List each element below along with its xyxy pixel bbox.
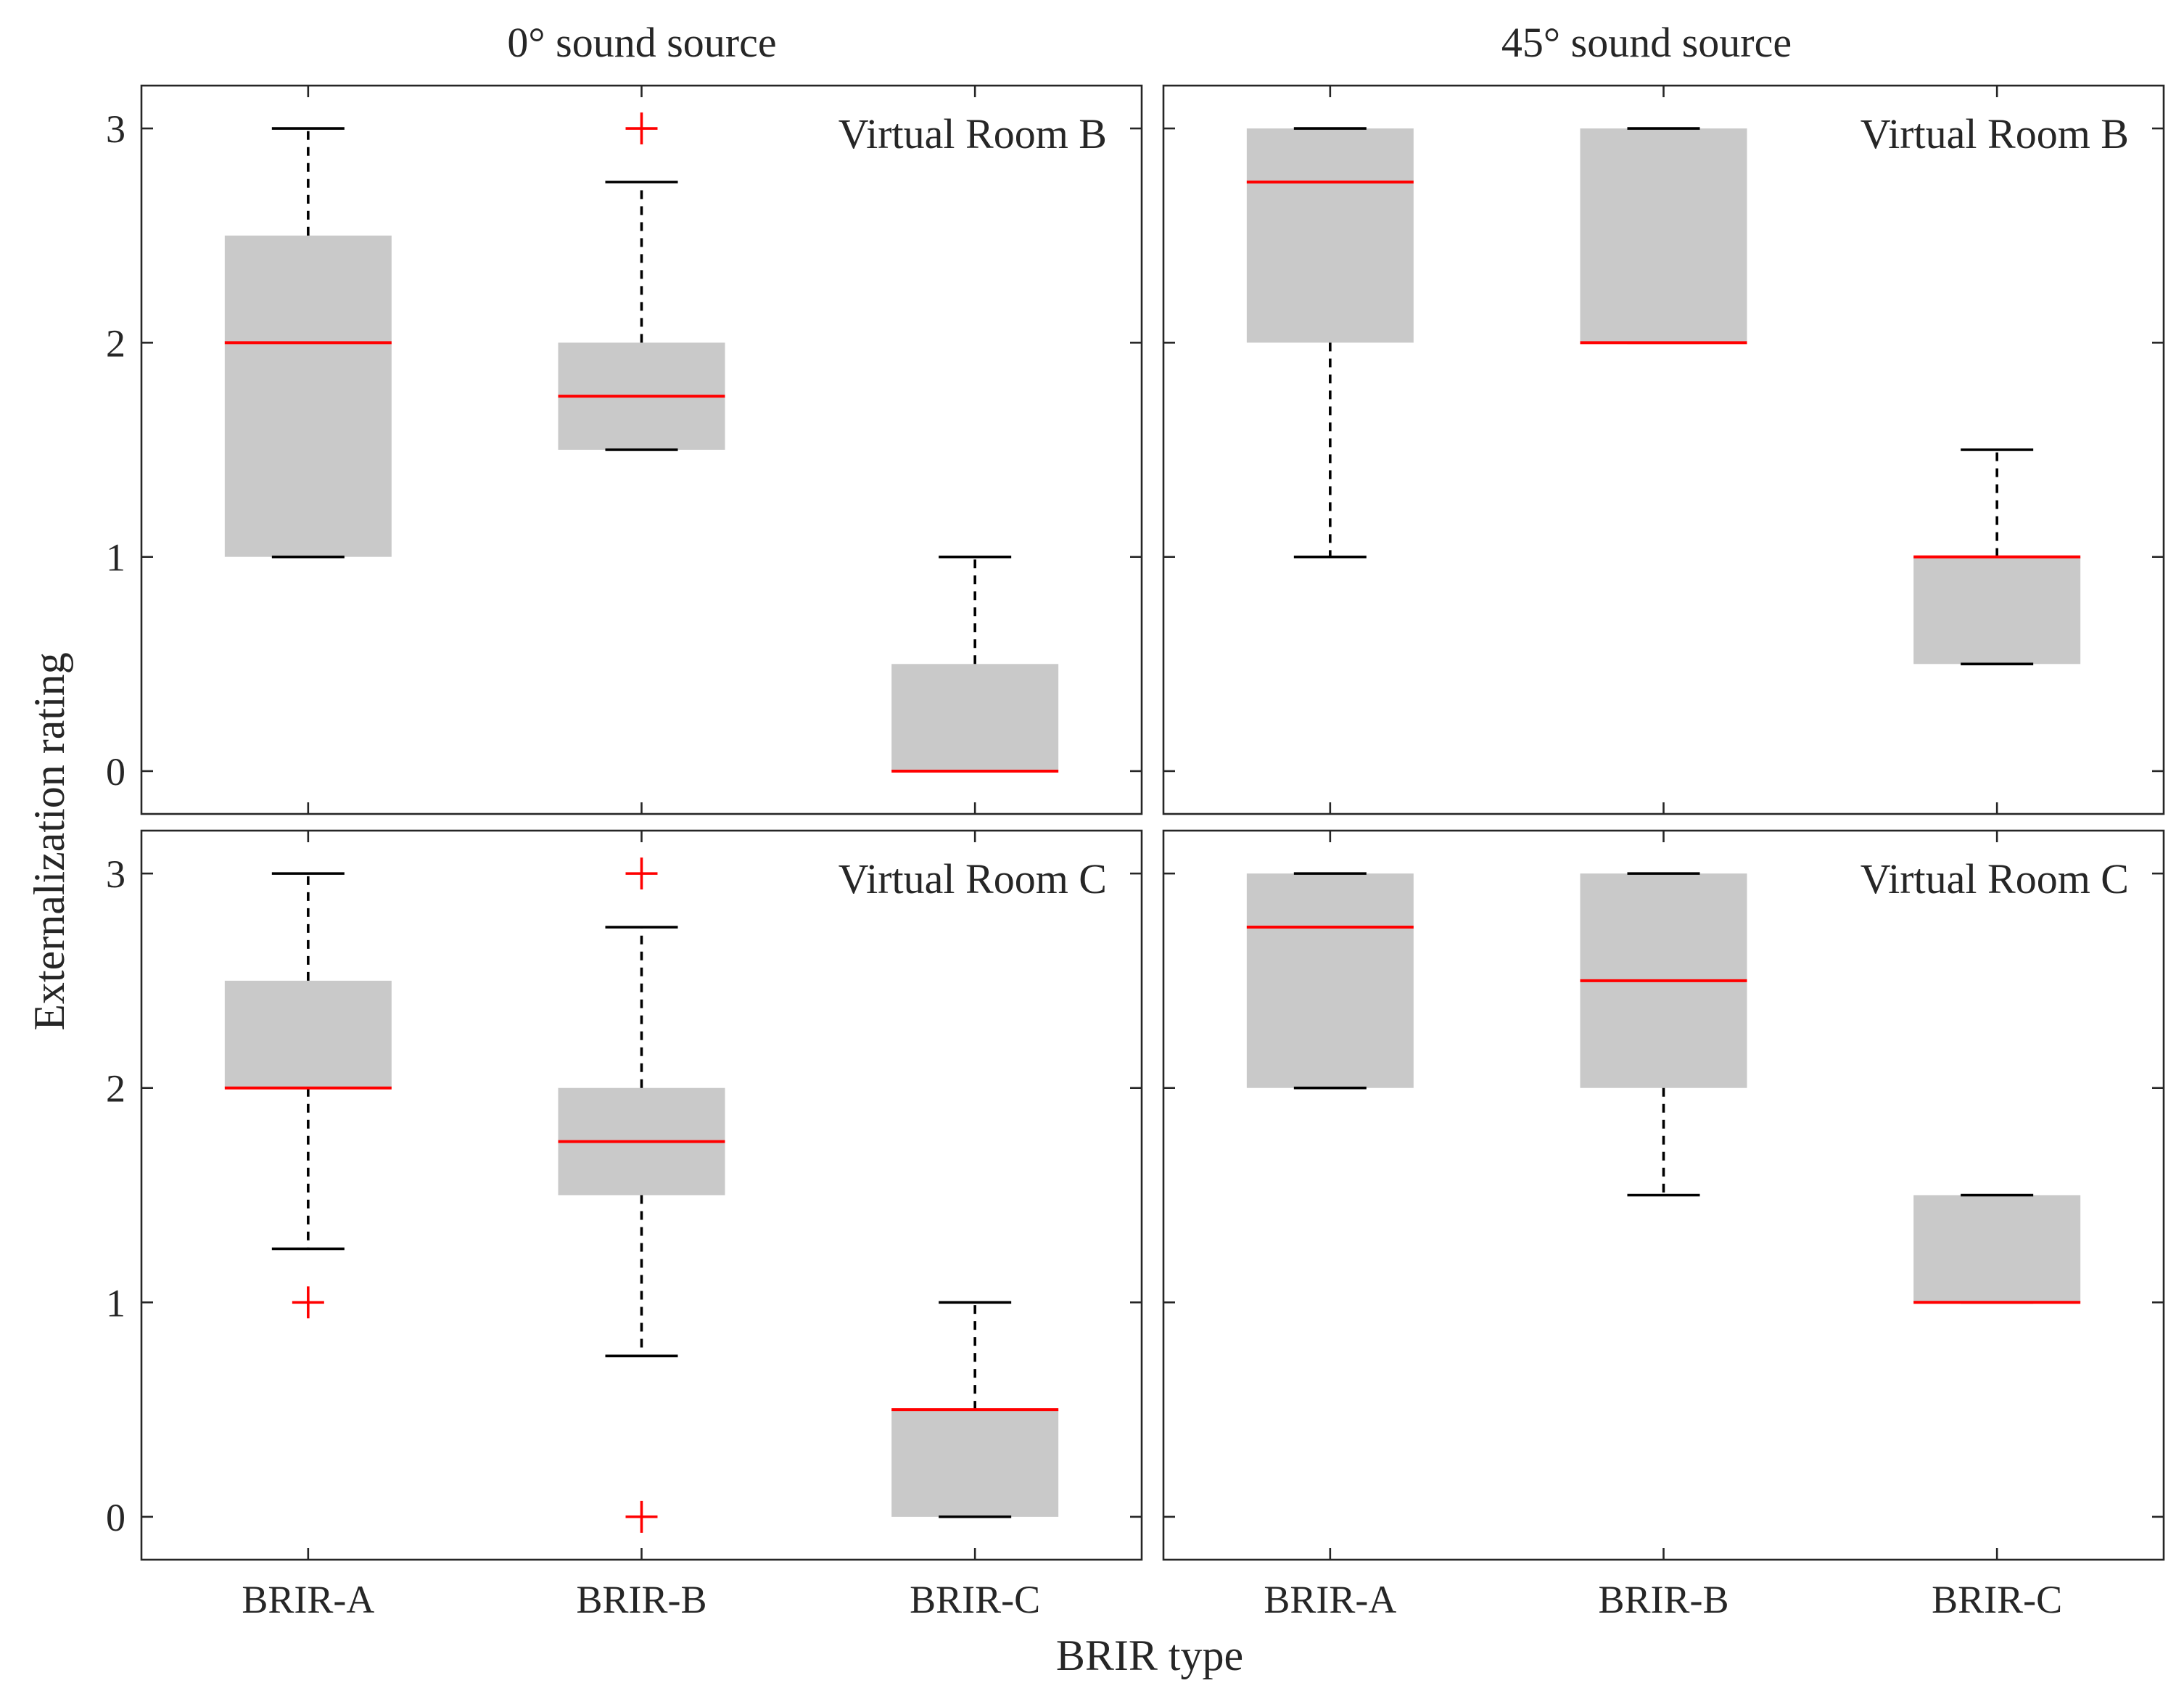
box-body xyxy=(891,664,1059,771)
box-body xyxy=(1580,128,1747,343)
box-body xyxy=(891,1410,1059,1517)
outlier-marker xyxy=(625,112,658,145)
room-label: Virtual Room B xyxy=(1860,110,2129,157)
box-brir-a xyxy=(224,127,392,559)
box-brir-c xyxy=(891,555,1059,773)
box-brir-c xyxy=(1913,1193,2081,1304)
y-axis-label: Externalization rating xyxy=(25,652,73,1030)
box-body xyxy=(1913,1195,2081,1303)
room-label: Virtual Room C xyxy=(1860,855,2129,902)
column-title-45deg: 45° sound source xyxy=(1501,19,1792,66)
room-label: Virtual Room B xyxy=(838,110,1107,157)
panel-room-b-0deg: 0 1 2 3 Virtual Room B xyxy=(106,84,1143,815)
box-brir-b xyxy=(1580,127,1747,345)
panel-room-c-45deg: BRIR-A BRIR-B BRIR-C Virtual Room C xyxy=(1162,829,2165,1621)
x-tick-label: BRIR-B xyxy=(576,1578,706,1621)
x-tick-label: BRIR-C xyxy=(910,1578,1040,1621)
x-tick-label: BRIR-A xyxy=(1264,1578,1396,1621)
room-label: Virtual Room C xyxy=(838,855,1107,902)
y-tick-label: 3 xyxy=(106,107,125,151)
box-brir-b xyxy=(558,857,725,1533)
box-brir-c xyxy=(1913,448,2081,666)
y-tick-label: 2 xyxy=(106,1067,125,1111)
y-tick-label: 0 xyxy=(106,1496,125,1539)
outlier-marker xyxy=(292,1286,324,1319)
y-tick-label: 2 xyxy=(106,321,125,365)
box-body xyxy=(1246,873,1414,1088)
box-body xyxy=(1913,556,2081,665)
panel-room-b-45deg: Virtual Room B xyxy=(1162,84,2165,815)
x-tick-label: BRIR-B xyxy=(1598,1578,1728,1621)
outlier-marker xyxy=(625,857,658,890)
box-body xyxy=(224,235,392,557)
box-brir-a xyxy=(1246,127,1414,559)
outlier-marker xyxy=(625,1500,658,1533)
x-tick-label: BRIR-A xyxy=(242,1578,374,1621)
panels-group: 0 1 2 3 Virtual Room B Virtual Room B 0 1 2 3 BRIR… xyxy=(106,84,2165,1621)
x-axis-label: BRIR type xyxy=(1056,1632,1243,1679)
y-tick-label: 1 xyxy=(106,1281,125,1325)
column-title-0deg: 0° sound source xyxy=(507,19,776,66)
box-brir-a xyxy=(224,872,392,1319)
box-brir-c xyxy=(891,1301,1059,1518)
x-tick-label: BRIR-C xyxy=(1932,1578,2062,1621)
box-brir-a xyxy=(1246,872,1414,1090)
box-brir-b xyxy=(1580,872,1747,1197)
box-body xyxy=(1246,128,1414,343)
y-tick-label: 1 xyxy=(106,536,125,580)
box-brir-b xyxy=(558,112,725,451)
box-body xyxy=(224,980,392,1088)
y-tick-label: 0 xyxy=(106,750,125,794)
panel-room-c-0deg: 0 1 2 3 BRIR-A BRIR-B BRIR-C Virtual Room C xyxy=(106,829,1143,1621)
y-tick-label: 3 xyxy=(106,852,125,896)
